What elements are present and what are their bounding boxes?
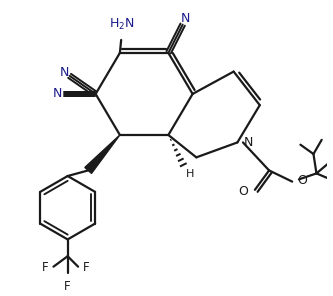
- Text: H: H: [186, 169, 195, 179]
- Text: F: F: [42, 261, 49, 274]
- Text: F: F: [83, 261, 89, 274]
- Text: N: N: [181, 12, 190, 25]
- Text: F: F: [64, 280, 71, 293]
- Text: N: N: [59, 65, 69, 78]
- Text: H$_2$N: H$_2$N: [109, 17, 135, 32]
- Polygon shape: [85, 135, 120, 173]
- Text: N: N: [53, 87, 62, 100]
- Text: N: N: [244, 136, 253, 149]
- Text: O: O: [238, 185, 248, 198]
- Text: O: O: [297, 174, 307, 186]
